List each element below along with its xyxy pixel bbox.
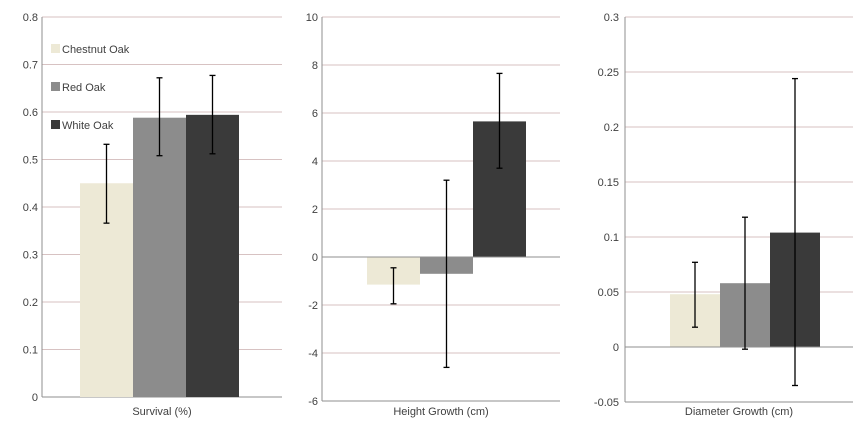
y-tick-label: 0.3 [604,12,619,24]
y-tick-label: 0.25 [598,67,619,79]
y-tick-label: 0.1 [23,345,38,357]
bar-white-oak [186,114,239,397]
error-bar [742,216,748,350]
x-axis-label: Height Growth (cm) [393,406,488,418]
chart-panel-3: -0.05 0 0.05 0.1 0.15 0.2 0.25 0.3 Diameter Grow… [594,12,853,418]
y-tick-label: 4 [312,156,318,168]
legend-label: White Oak [62,120,114,132]
error-bar [692,261,698,328]
y-tick-label: 0.4 [23,202,38,214]
legend-label: Chestnut Oak [62,44,130,56]
y-tick-label: -4 [308,348,318,360]
legend-swatch [51,82,60,91]
y-tick-label: 8 [312,60,318,72]
chart-panel-2: -6 -4 -2 0 2 4 6 8 10 Height Growth (cm) [306,12,560,418]
y-tick-label: -0.05 [594,397,619,409]
y-tick-label: -6 [308,396,318,408]
legend: Chestnut Oak Red Oak White Oak [51,44,130,132]
y-tick-label: 0 [613,342,619,354]
y-tick-label: 0.6 [23,107,38,119]
legend-swatch [51,120,60,129]
y-tick-label: -2 [308,300,318,312]
y-tick-label: 2 [312,204,318,216]
bar-red-oak [133,117,186,397]
x-axis-label: Survival (%) [132,406,191,418]
chart-panel-1: 0 0.1 0.2 0.3 0.4 0.5 0.6 0.7 0.8 Survival (%) Che… [23,12,282,418]
legend-swatch [51,44,60,53]
y-tick-label: 0 [312,252,318,264]
error-bar [390,267,397,305]
y-tick-label: 0.15 [598,177,619,189]
error-bar [156,77,163,157]
y-tick-label: 0.2 [23,297,38,309]
error-bar [209,74,216,155]
y-tick-label: 0.8 [23,12,38,24]
y-tick-label: 6 [312,108,318,120]
y-tick-label: 0.1 [604,232,619,244]
y-tick-label: 0.3 [23,250,38,262]
y-tick-label: 0.2 [604,122,619,134]
y-tick-label: 10 [306,12,318,24]
error-bar [792,77,798,387]
error-bar [443,179,450,369]
legend-label: Red Oak [62,82,106,94]
y-tick-label: 0.5 [23,155,38,167]
y-tick-label: 0 [32,392,38,404]
y-tick-label: 0.05 [598,287,619,299]
x-axis-label: Diameter Growth (cm) [685,406,793,418]
error-bar [496,72,503,169]
y-tick-label: 0.7 [23,60,38,72]
error-bar [103,143,110,224]
